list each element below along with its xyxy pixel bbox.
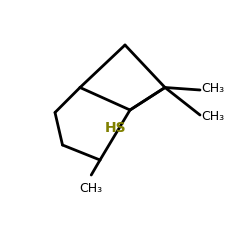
Text: CH₃: CH₃ bbox=[80, 182, 103, 195]
Text: HS: HS bbox=[105, 120, 127, 134]
Text: CH₃: CH₃ bbox=[201, 110, 224, 123]
Text: CH₃: CH₃ bbox=[201, 82, 224, 95]
